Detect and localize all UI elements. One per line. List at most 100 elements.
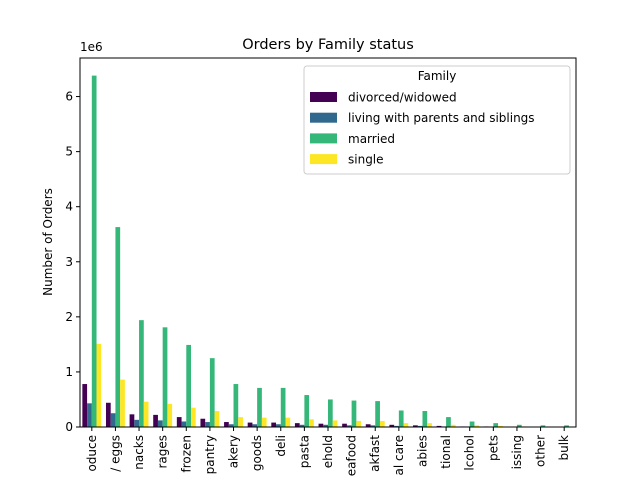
bar: [143, 401, 149, 427]
legend-swatch: [310, 154, 337, 165]
legend-swatch: [310, 112, 337, 123]
bar: [238, 417, 243, 427]
bar: [351, 400, 357, 427]
bar: [115, 227, 121, 427]
x-tick-label: tional: [439, 435, 453, 469]
x-tick-label: rages: [156, 435, 170, 469]
x-tick-label: akfast: [368, 435, 382, 472]
y-offset-label: 1e6: [80, 40, 103, 54]
bar: [299, 424, 305, 427]
bar: [365, 424, 371, 427]
bar: [214, 411, 220, 427]
y-tick-label: 6: [65, 90, 73, 104]
bar: [564, 425, 569, 427]
bar: [105, 402, 111, 427]
bar: [379, 420, 385, 427]
bar: [285, 417, 291, 427]
bar: [252, 424, 258, 427]
y-tick-label: 4: [65, 200, 73, 214]
bar: [427, 423, 432, 427]
legend-frame: [303, 65, 571, 175]
bar: [394, 425, 399, 427]
bar: [191, 407, 196, 427]
bar: [540, 425, 546, 427]
bar: [261, 417, 267, 427]
bar: [450, 424, 456, 427]
bar: [228, 424, 234, 427]
bar: [186, 344, 192, 427]
bar: [280, 387, 286, 427]
bar: [110, 413, 116, 427]
x-tick-label: other: [534, 435, 548, 467]
y-tick-label: 1: [65, 365, 73, 379]
bar: [328, 399, 333, 427]
bar: [162, 327, 168, 427]
x-ticks-group: oduce / eggs nacks rages frozen pantry akery go…: [85, 427, 571, 476]
bar: [370, 425, 376, 427]
x-tick-label: nacks: [132, 435, 146, 470]
bar: [403, 423, 409, 427]
bar: [389, 424, 395, 427]
bar: [157, 420, 163, 427]
legend-label: divorced/widowed: [348, 91, 457, 105]
x-tick-label: oduce: [85, 435, 99, 472]
x-tick-label: lcohol: [463, 435, 477, 471]
bar: [276, 424, 281, 427]
bar: [129, 414, 135, 427]
x-tick-label: frozen: [179, 435, 193, 473]
bar: [498, 425, 503, 427]
bar: [209, 358, 215, 427]
bar: [474, 425, 480, 427]
bar: [436, 425, 442, 427]
bar: [516, 424, 522, 427]
bar: [469, 421, 475, 427]
legend-label: married: [348, 132, 395, 146]
x-tick-label: issing: [510, 435, 524, 469]
bar: [309, 419, 314, 427]
bar: [176, 417, 182, 427]
bar: [413, 425, 418, 427]
bar: [422, 411, 428, 427]
bar: [318, 423, 324, 427]
legend-title: Family: [418, 69, 457, 83]
x-tick-label: al care: [392, 435, 406, 476]
bar: [493, 423, 499, 427]
bar: [167, 403, 173, 427]
bar: [82, 384, 88, 427]
y-tick-label: 3: [65, 255, 73, 269]
bar: [323, 424, 328, 427]
y-tick-label: 0: [65, 420, 73, 434]
bar: [134, 419, 140, 427]
x-tick-label: pasta: [297, 435, 311, 468]
legend-label: living with parents and siblings: [348, 111, 535, 125]
bar: [332, 420, 338, 427]
bar: [271, 422, 277, 427]
bar: [96, 343, 102, 427]
x-tick-label: goods: [250, 435, 264, 471]
legend-items: divorced/widowed living with parents and …: [310, 91, 535, 167]
bar: [205, 422, 210, 427]
bar: [294, 423, 300, 427]
x-tick-label: bulk: [557, 435, 571, 461]
x-tick-label: akery: [227, 435, 241, 468]
legend-swatch: [310, 92, 337, 102]
x-tick-label: pets: [486, 435, 500, 461]
bar: [120, 379, 125, 427]
bar: [375, 401, 380, 427]
bar: [247, 422, 253, 427]
bar: [224, 422, 229, 427]
bar: [233, 384, 239, 427]
axes-frame: [79, 57, 577, 428]
bar: [346, 425, 352, 427]
x-tick-label: deli: [274, 435, 288, 457]
chart-title: Orders by Family status: [242, 37, 414, 53]
bar: [200, 418, 206, 427]
y-ticks-group: 0 1 2 3 4 5 6: [65, 90, 80, 434]
bar: [153, 414, 158, 427]
y-axis-label: Number of Orders: [41, 188, 55, 296]
y-tick-label: 2: [65, 310, 73, 324]
bar: [398, 410, 404, 427]
x-tick-label: abies: [415, 435, 429, 467]
x-tick-label: / eggs: [108, 435, 122, 472]
